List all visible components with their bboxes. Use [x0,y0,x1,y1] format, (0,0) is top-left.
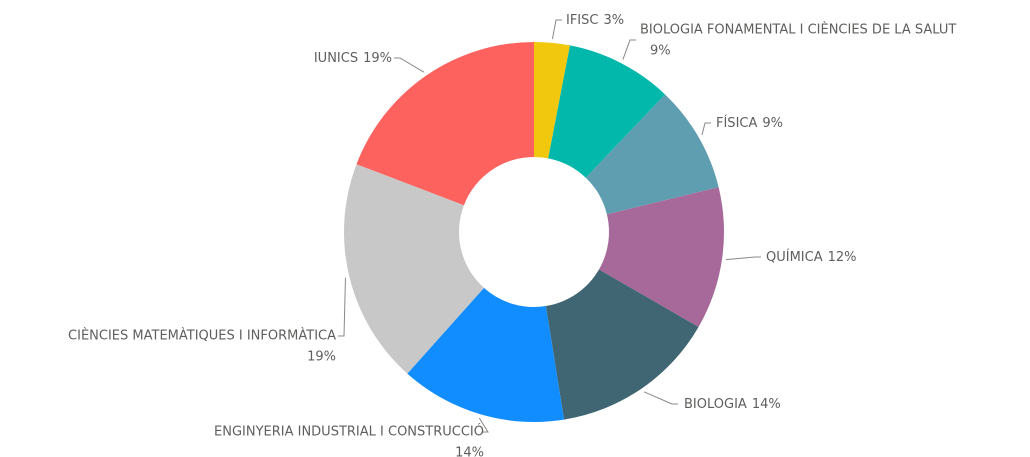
data-label-value: 12% [828,250,857,265]
data-label-name: BIOLOGIA [684,397,747,412]
leader-line [551,19,562,39]
leader-line [622,39,636,60]
data-label: ENGINYERIA INDUSTRIAL I CONSTRUCCIÓ [214,424,484,440]
data-label: IUNICS 19% [314,51,392,66]
data-label: QUÍMICA 12% [766,249,857,265]
data-label-value: 3% [603,13,624,28]
data-label: FÍSICA 9% [716,115,783,131]
data-label-name: IFISC [566,13,598,28]
data-label-value: 14% [752,397,781,412]
leader-line [394,57,425,73]
data-label: BIOLOGIA FONAMENTAL I CIÈNCIES DE LA SAL… [640,22,956,38]
slice [585,94,719,215]
data-label-value: 9% [762,116,783,131]
data-label-value: 19% [307,350,336,365]
leader-line [701,122,711,136]
slice [548,45,666,178]
slice [343,164,484,374]
data-label-name: QUÍMICA [766,249,823,265]
data-label-name: FÍSICA [716,115,757,131]
slice [598,187,724,327]
leader-line [725,256,761,261]
data-label: BIOLOGIA 14% [684,397,781,412]
slice [534,42,570,159]
data-label: CIÈNCIES MATEMÀTIQUES I INFORMÀTICA [68,328,336,344]
leader-line [338,277,346,337]
data-label-value: 9% [650,44,671,59]
data-label-value: 19% [363,51,392,66]
data-label: IFISC 3% [566,13,624,28]
data-label-name: IUNICS [314,51,358,66]
leader-line [478,417,489,433]
slice [356,42,534,206]
data-label-value: 14% [455,446,484,457]
slice [407,287,565,422]
leader-line [643,391,678,405]
slice [545,269,699,420]
